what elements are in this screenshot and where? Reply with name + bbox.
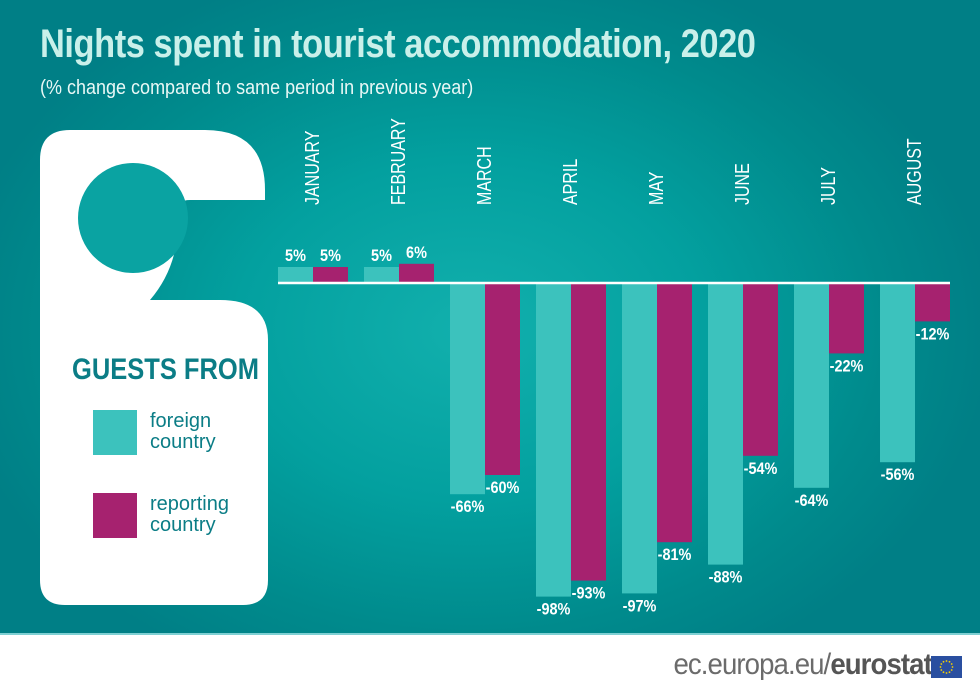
data-label: -88% xyxy=(709,569,743,587)
url-brand: eurostat xyxy=(830,648,932,681)
bar-reporting xyxy=(313,267,348,283)
month-label: AUGUST xyxy=(903,138,925,205)
chart-title: Nights spent in tourist accommodation, 2… xyxy=(40,22,756,66)
bar-foreign xyxy=(622,283,657,594)
month-label: JULY xyxy=(817,167,839,205)
bar-chart: JANUARY 5% 5% FEBRUARY 5% 6% MARCH -66%-60% APRI… xyxy=(40,118,950,619)
bar-reporting xyxy=(571,283,606,581)
data-label: -22% xyxy=(830,357,864,375)
door-hanger-icon xyxy=(40,130,268,605)
month-label: MAY xyxy=(645,172,667,205)
bar-foreign xyxy=(450,283,485,495)
bar-reporting xyxy=(915,283,950,322)
month-label: JANUARY xyxy=(301,131,323,205)
month-label: FEBRUARY xyxy=(387,118,409,205)
footer-url[interactable]: ec.europa.eu/eurostat xyxy=(673,648,933,682)
data-label: -66% xyxy=(451,498,485,516)
bar-foreign xyxy=(708,283,743,565)
bar-reporting xyxy=(829,283,864,354)
data-label: -98% xyxy=(537,601,571,619)
data-label: -64% xyxy=(795,492,829,510)
infographic-panel: Nights spent in tourist accommodation, 2… xyxy=(0,0,980,635)
bar-foreign xyxy=(278,267,313,283)
bar-reporting xyxy=(485,283,520,475)
data-label: -12% xyxy=(916,325,950,343)
data-label: 5% xyxy=(285,247,306,265)
month-label: MARCH xyxy=(473,146,495,205)
data-label: -54% xyxy=(744,460,778,478)
data-label: -93% xyxy=(572,585,606,603)
legend-label-reporting: reporting country xyxy=(150,493,229,536)
bar-foreign xyxy=(880,283,915,463)
bar-reporting xyxy=(657,283,692,543)
data-label: 6% xyxy=(406,244,427,262)
data-label: -60% xyxy=(486,479,520,497)
data-label: 5% xyxy=(371,247,392,265)
data-label: -81% xyxy=(658,546,692,564)
legend-swatch-foreign xyxy=(93,410,137,455)
legend-swatch-reporting xyxy=(93,493,137,538)
chart-subtitle: (% change compared to same period in pre… xyxy=(40,77,474,99)
eu-flag-icon xyxy=(931,656,962,678)
data-label: -97% xyxy=(623,597,657,615)
month-label: APRIL xyxy=(559,159,581,205)
bar-foreign xyxy=(536,283,571,597)
bar-reporting xyxy=(399,263,434,283)
legend-label-foreign: foreign country xyxy=(150,410,216,453)
month-label: JUNE xyxy=(731,163,753,205)
data-label: -56% xyxy=(881,466,915,484)
bar-foreign xyxy=(794,283,829,488)
url-prefix: ec.europa.eu/ xyxy=(673,648,832,681)
data-label: 5% xyxy=(320,247,341,265)
bar-reporting xyxy=(743,283,778,456)
bar-foreign xyxy=(364,267,399,283)
legend-title: GUESTS FROM xyxy=(72,353,260,386)
